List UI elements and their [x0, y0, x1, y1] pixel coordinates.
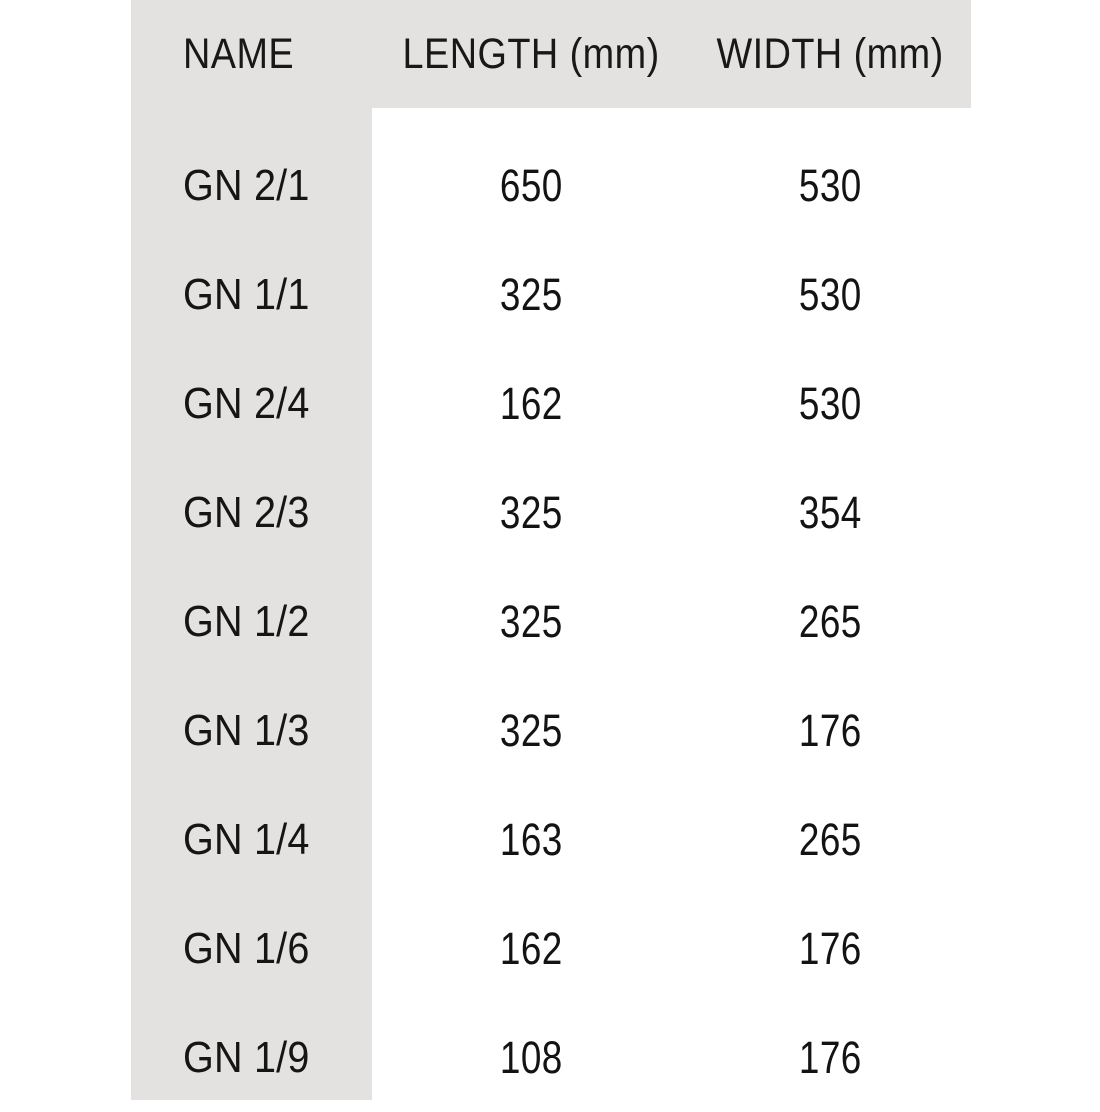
row-length-value: 163 — [499, 813, 563, 865]
cell-width: 265 — [690, 567, 971, 676]
row-name-label: GN 1/9 — [183, 1032, 310, 1082]
cell-name: GN 1/4 — [131, 785, 372, 894]
cell-length: 108 — [372, 1003, 690, 1112]
row-length-value: 325 — [499, 486, 563, 538]
cell-width: 530 — [690, 131, 971, 240]
cell-name: GN 1/2 — [131, 567, 372, 676]
table-row: GN 1/1 325 530 — [0, 240, 1100, 349]
row-length-value: 108 — [499, 1031, 563, 1083]
row-width-value: 265 — [799, 595, 862, 647]
column-header-length-label: LENGTH (mm) — [402, 29, 660, 78]
row-width-value: 176 — [799, 1031, 862, 1083]
column-header-name: NAME — [131, 0, 372, 108]
cell-length: 325 — [372, 458, 690, 567]
table-row: GN 1/6 162 176 — [0, 894, 1100, 1003]
cell-length: 162 — [372, 894, 690, 1003]
column-header-name-label: NAME — [183, 29, 295, 78]
column-header-width-label: WIDTH (mm) — [716, 29, 945, 78]
row-length-value: 650 — [499, 159, 563, 211]
row-name-label: GN 1/3 — [183, 705, 310, 755]
column-header-width: WIDTH (mm) — [690, 0, 971, 108]
cell-width: 176 — [690, 894, 971, 1003]
row-name-label: GN 2/4 — [183, 378, 310, 428]
cell-width: 530 — [690, 240, 971, 349]
cell-width: 265 — [690, 785, 971, 894]
row-width-value: 354 — [799, 486, 862, 538]
table-row: GN 2/4 162 530 — [0, 349, 1100, 458]
cell-length: 325 — [372, 676, 690, 785]
row-width-value: 265 — [799, 813, 862, 865]
table-header-row: NAME LENGTH (mm) WIDTH (mm) — [0, 0, 1100, 109]
row-name-label: GN 1/2 — [183, 596, 310, 646]
cell-width: 176 — [690, 676, 971, 785]
table-row: GN 2/1 650 530 — [0, 131, 1100, 240]
cell-length: 325 — [372, 567, 690, 676]
row-length-value: 325 — [499, 268, 563, 320]
cell-length: 325 — [372, 240, 690, 349]
row-length-value: 162 — [499, 922, 563, 974]
cell-name: GN 1/1 — [131, 240, 372, 349]
cell-length: 650 — [372, 131, 690, 240]
name-column-background — [131, 0, 372, 1100]
row-length-value: 325 — [499, 595, 563, 647]
row-name-label: GN 1/1 — [183, 269, 310, 319]
row-width-value: 530 — [799, 377, 862, 429]
cell-width: 354 — [690, 458, 971, 567]
column-header-length: LENGTH (mm) — [372, 0, 690, 108]
cell-length: 163 — [372, 785, 690, 894]
row-name-label: GN 1/4 — [183, 814, 310, 864]
row-width-value: 176 — [799, 922, 862, 974]
cell-width: 176 — [690, 1003, 971, 1112]
cell-width: 530 — [690, 349, 971, 458]
table-row: GN 1/3 325 176 — [0, 676, 1100, 785]
row-length-value: 162 — [499, 377, 563, 429]
cell-name: GN 2/1 — [131, 131, 372, 240]
table-row: GN 2/3 325 354 — [0, 458, 1100, 567]
row-width-value: 530 — [799, 268, 862, 320]
table-row: GN 1/4 163 265 — [0, 785, 1100, 894]
cell-name: GN 2/4 — [131, 349, 372, 458]
cell-name: GN 1/9 — [131, 1003, 372, 1112]
table-row: GN 1/2 325 265 — [0, 567, 1100, 676]
row-length-value: 325 — [499, 704, 563, 756]
row-name-label: GN 2/1 — [183, 160, 310, 210]
row-width-value: 530 — [799, 159, 862, 211]
cell-name: GN 1/3 — [131, 676, 372, 785]
row-width-value: 176 — [799, 704, 862, 756]
table-row: GN 1/9 108 176 — [0, 1003, 1100, 1112]
row-name-label: GN 1/6 — [183, 923, 310, 973]
row-name-label: GN 2/3 — [183, 487, 310, 537]
cell-name: GN 1/6 — [131, 894, 372, 1003]
cell-length: 162 — [372, 349, 690, 458]
cell-name: GN 2/3 — [131, 458, 372, 567]
header-row-background — [131, 0, 971, 108]
